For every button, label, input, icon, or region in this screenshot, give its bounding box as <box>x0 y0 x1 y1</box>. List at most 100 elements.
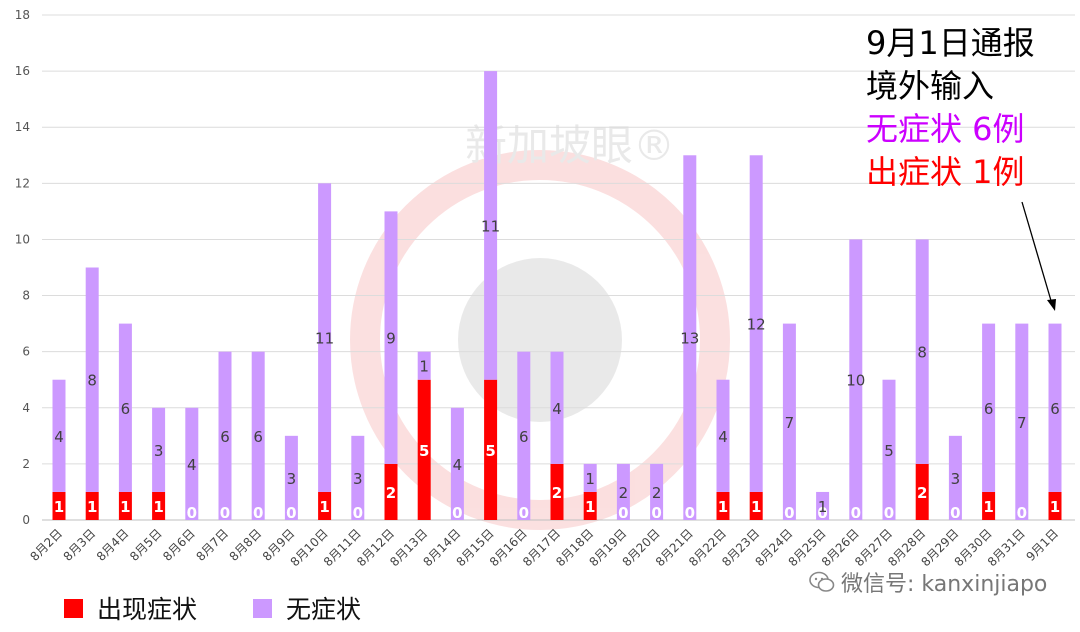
data-label-symptomatic: 1 <box>983 498 993 516</box>
y-tick-label: 2 <box>22 457 30 471</box>
data-label-asymptomatic: 9 <box>386 330 396 348</box>
data-label-symptomatic: 0 <box>519 504 529 522</box>
data-label-symptomatic: 0 <box>1017 504 1027 522</box>
y-tick-label: 12 <box>15 176 30 190</box>
bar-asymptomatic <box>251 351 265 520</box>
data-label-symptomatic: 2 <box>386 484 396 502</box>
bar-asymptomatic <box>517 351 531 520</box>
data-label-symptomatic: 0 <box>950 504 960 522</box>
bar-asymptomatic <box>948 435 962 520</box>
callout-box: 9月1日通报 境外输入 无症状 6例 出症状 1例 <box>866 22 1035 194</box>
bar-symptomatic <box>118 491 132 520</box>
data-label-symptomatic: 0 <box>784 504 794 522</box>
data-label-symptomatic: 1 <box>87 498 97 516</box>
bar-asymptomatic <box>52 379 66 492</box>
bar-asymptomatic <box>185 407 199 520</box>
legend-label-asymptomatic: 无症状 <box>286 595 362 624</box>
y-tick-label: 8 <box>22 289 30 303</box>
data-label-symptomatic: 1 <box>1050 498 1060 516</box>
data-label-symptomatic: 0 <box>452 504 462 522</box>
data-label-symptomatic: 1 <box>751 498 761 516</box>
data-label-symptomatic: 1 <box>718 498 728 516</box>
bar-asymptomatic <box>417 351 431 380</box>
bar-asymptomatic <box>85 267 99 492</box>
y-tick-label: 6 <box>22 345 30 359</box>
bar-asymptomatic <box>683 155 697 520</box>
x-tick-label: 8月6日 <box>160 526 198 564</box>
data-label-asymptomatic: 6 <box>984 400 994 418</box>
data-label-symptomatic: 0 <box>220 504 230 522</box>
bar-asymptomatic <box>118 323 132 492</box>
x-tick-label: 9月1日 <box>1023 526 1061 564</box>
data-label-asymptomatic: 6 <box>220 428 230 446</box>
y-tick-label: 10 <box>15 232 30 246</box>
y-tick-label: 18 <box>15 8 30 22</box>
data-label-symptomatic: 0 <box>884 504 894 522</box>
bar-symptomatic <box>550 463 564 520</box>
data-label-asymptomatic: 3 <box>951 470 961 488</box>
data-label-asymptomatic: 4 <box>453 456 463 474</box>
bar-asymptomatic <box>915 239 929 464</box>
data-label-asymptomatic: 7 <box>785 414 795 432</box>
bar-symptomatic <box>318 491 332 520</box>
callout-arrow <box>1021 201 1056 311</box>
x-tick-label: 8月4日 <box>94 526 132 564</box>
watermark-logo: 新加坡眼® <box>350 121 730 530</box>
bar-asymptomatic <box>716 379 730 492</box>
data-label-symptomatic: 0 <box>187 504 197 522</box>
data-label-asymptomatic: 4 <box>552 400 562 418</box>
bar-symptomatic <box>85 491 99 520</box>
data-label-asymptomatic: 3 <box>287 470 297 488</box>
data-label-symptomatic: 0 <box>651 504 661 522</box>
data-label-symptomatic: 2 <box>917 484 927 502</box>
x-tick-label: 8月7日 <box>193 526 231 564</box>
bar-asymptomatic <box>1015 323 1029 520</box>
bar-symptomatic <box>384 463 398 520</box>
data-label-asymptomatic: 5 <box>884 442 894 460</box>
bar-symptomatic <box>484 379 498 520</box>
callout-line4: 出症状 1例 <box>866 153 1025 191</box>
data-label-asymptomatic: 1 <box>419 358 429 376</box>
data-label-asymptomatic: 6 <box>1050 400 1060 418</box>
data-label-asymptomatic: 8 <box>87 372 97 390</box>
bar-symptomatic <box>915 463 929 520</box>
legend-swatch-asymptomatic <box>253 598 273 618</box>
data-label-asymptomatic: 3 <box>154 442 164 460</box>
bar-asymptomatic <box>550 351 564 464</box>
data-label-asymptomatic: 12 <box>747 316 766 334</box>
data-label-symptomatic: 1 <box>319 498 329 516</box>
legend-label-symptomatic: 出现症状 <box>97 595 198 624</box>
x-tick-label: 8月5日 <box>127 526 165 564</box>
x-tick-label: 8月3日 <box>61 526 99 564</box>
bar-asymptomatic <box>218 351 232 520</box>
chart-legend: 出现症状 无症状 <box>64 590 417 626</box>
bar-asymptomatic <box>650 463 664 520</box>
data-label-asymptomatic: 10 <box>846 372 865 390</box>
legend-item-symptomatic: 出现症状 <box>64 590 197 626</box>
bar-symptomatic <box>152 491 166 520</box>
y-tick-label: 4 <box>22 401 30 415</box>
data-label-asymptomatic: 7 <box>1017 414 1027 432</box>
bar-asymptomatic <box>1048 323 1062 492</box>
data-label-symptomatic: 0 <box>286 504 296 522</box>
data-label-asymptomatic: 6 <box>519 428 529 446</box>
data-label-symptomatic: 0 <box>618 504 628 522</box>
data-label-asymptomatic: 6 <box>121 400 131 418</box>
y-tick-label: 0 <box>22 513 30 527</box>
data-label-asymptomatic: 1 <box>585 470 595 488</box>
bar-asymptomatic <box>849 239 863 520</box>
data-label-asymptomatic: 4 <box>187 456 197 474</box>
bar-symptomatic <box>982 491 996 520</box>
data-label-asymptomatic: 2 <box>652 484 662 502</box>
data-label-symptomatic: 5 <box>485 442 495 460</box>
bar-asymptomatic <box>484 71 498 380</box>
watermark-center-text: 新加坡眼® <box>465 121 675 170</box>
data-label-symptomatic: 1 <box>120 498 130 516</box>
callout-line1: 9月1日通报 <box>866 24 1035 62</box>
data-label-symptomatic: 1 <box>585 498 595 516</box>
callout-line2: 境外输入 <box>866 67 995 105</box>
data-label-symptomatic: 1 <box>153 498 163 516</box>
data-label-asymptomatic: 2 <box>619 484 629 502</box>
data-label-asymptomatic: 6 <box>253 428 263 446</box>
